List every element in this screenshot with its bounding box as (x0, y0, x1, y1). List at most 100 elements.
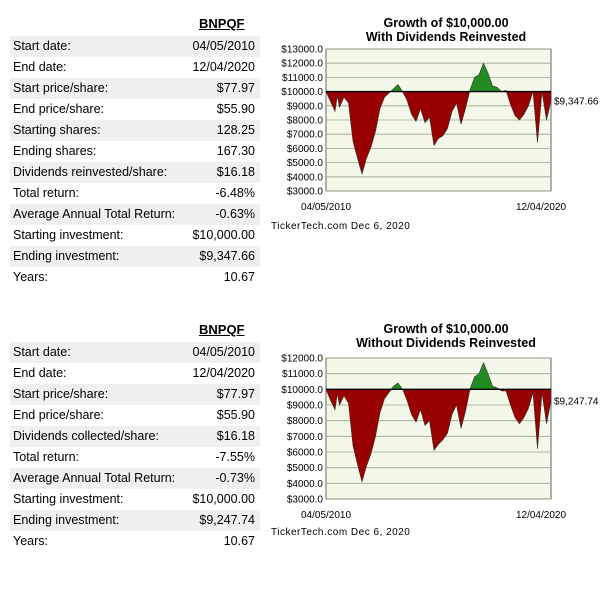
stat-value: $55.90 (216, 102, 255, 116)
panel-with-dividends: BNPQF Start date: 04/05/2010 End date: 12/… (0, 0, 600, 300)
stat-value: 12/04/2020 (192, 366, 255, 380)
y-tick-label: $12000.0 (281, 354, 323, 365)
stat-value: 128.25 (216, 123, 255, 137)
stat-value: -7.55% (215, 450, 255, 464)
chart-title-line2: Without Dividends Reinvested (356, 336, 536, 350)
stat-row: Total return: -6.48% (10, 183, 260, 204)
stat-value: $16.18 (216, 165, 255, 179)
stat-label: Dividends collected/share: (13, 429, 159, 443)
chart-title: Growth of $10,000.00 Without Dividends R… (330, 322, 562, 350)
stat-label: Start price/share: (13, 387, 109, 401)
y-tick-label: $7000.0 (287, 130, 324, 141)
stat-row: Starting investment: $10,000.00 (10, 489, 260, 510)
ticker-symbol[interactable]: BNPQF (199, 16, 245, 31)
stat-value: -0.73% (215, 471, 255, 485)
stat-value: $77.97 (216, 387, 255, 401)
stat-row: Dividends reinvested/share: $16.18 (10, 162, 260, 183)
stat-row: End price/share: $55.90 (10, 405, 260, 426)
y-tick-label: $3000.0 (287, 495, 324, 506)
stat-label: Starting investment: (13, 492, 124, 506)
stat-row: End date: 12/04/2020 (10, 57, 260, 78)
stat-label: Start date: (13, 345, 71, 359)
y-tick-label: $4000.0 (287, 479, 324, 490)
gain-area (469, 62, 507, 92)
x-tick-label: 04/05/2010 (301, 202, 351, 213)
stat-row: Start date: 04/05/2010 (10, 342, 260, 363)
stat-value: $9,247.74 (199, 513, 255, 527)
stat-row: Ending investment: $9,247.74 (10, 510, 260, 531)
stat-value: 04/05/2010 (192, 39, 255, 53)
stat-row: Average Annual Total Return: -0.63% (10, 204, 260, 225)
loss-area (325, 389, 392, 483)
y-tick-label: $6000.0 (287, 448, 324, 459)
stat-row: Average Annual Total Return: -0.73% (10, 468, 260, 489)
stat-value: $10,000.00 (192, 228, 255, 242)
loss-area (402, 91, 471, 147)
stat-value: 04/05/2010 (192, 345, 255, 359)
stat-label: Ending investment: (13, 513, 120, 527)
loss-area (325, 91, 392, 176)
stat-label: Ending investment: (13, 249, 120, 263)
stat-row: Ending shares: 167.30 (10, 141, 260, 162)
end-value-label: $9,347.66 (554, 96, 599, 107)
stat-value: -0.63% (215, 207, 255, 221)
stat-label: Start date: (13, 39, 71, 53)
stat-row: Total return: -7.55% (10, 447, 260, 468)
stat-label: Starting investment: (13, 228, 124, 242)
y-tick-label: $13000.0 (281, 45, 323, 56)
y-tick-label: $11000.0 (282, 73, 323, 84)
stat-row: Ending investment: $9,347.66 (10, 246, 260, 267)
stat-label: End date: (13, 60, 67, 74)
y-tick-label: $7000.0 (287, 432, 324, 443)
y-tick-label: $5000.0 (287, 158, 324, 169)
stat-label: End price/share: (13, 408, 105, 422)
stat-row: Start price/share: $77.97 (10, 384, 260, 405)
y-tick-label: $6000.0 (287, 144, 324, 155)
chart-title-line1: Growth of $10,000.00 (383, 16, 509, 30)
x-tick-label: 12/04/2020 (516, 202, 566, 213)
y-tick-label: $8000.0 (287, 416, 324, 427)
stat-value: $77.97 (216, 81, 255, 95)
stat-label: Starting shares: (13, 123, 101, 137)
y-tick-label: $10000.0 (281, 87, 323, 98)
growth-chart-with-dividends: $13000.0 $12000.0 $11000.0 $10000.0 $9000.0 $… (281, 45, 599, 214)
stat-label: Total return: (13, 186, 80, 200)
stat-value: 10.67 (223, 270, 255, 284)
stat-row: End date: 12/04/2020 (10, 363, 260, 384)
chart-title-line2: With Dividends Reinvested (365, 30, 527, 44)
stat-label: Years: (13, 534, 48, 548)
chart-title: Growth of $10,000.00 With Dividends Rein… (330, 16, 562, 44)
stat-value: -6.48% (215, 186, 255, 200)
loss-area (505, 91, 534, 121)
stat-row: Start price/share: $77.97 (10, 78, 260, 99)
stat-row: Starting investment: $10,000.00 (10, 225, 260, 246)
growth-chart-without-dividends: $12000.0 $11000.0 $10000.0 $9000.0 $8000.0 $7… (281, 354, 599, 522)
stat-value: $16.18 (216, 429, 255, 443)
y-tick-label: $10000.0 (281, 385, 323, 396)
stat-value: $10,000.00 (192, 492, 255, 506)
y-tick-label: $9000.0 (287, 401, 324, 412)
stat-value: 10.67 (223, 534, 255, 548)
x-tick-label: 04/05/2010 (301, 510, 351, 521)
stat-label: End price/share: (13, 102, 105, 116)
stat-value: 12/04/2020 (192, 60, 255, 74)
x-tick-label: 12/04/2020 (516, 510, 566, 521)
y-tick-label: $11000.0 (282, 369, 323, 380)
source-footer: TickerTech.com Dec 6, 2020 (271, 527, 411, 538)
stat-row: Dividends collected/share: $16.18 (10, 426, 260, 447)
y-tick-label: $3000.0 (287, 187, 324, 198)
chart-title-line1: Growth of $10,000.00 (383, 322, 509, 336)
stat-value: $9,347.66 (199, 249, 255, 263)
source-footer: TickerTech.com Dec 6, 2020 (271, 221, 411, 232)
loss-area (402, 389, 471, 452)
panel-without-dividends: BNPQF Start date: 04/05/2010 End date: 12/… (0, 306, 600, 606)
ticker-symbol[interactable]: BNPQF (199, 322, 245, 337)
stat-label: End date: (13, 366, 67, 380)
y-tick-label: $8000.0 (287, 116, 324, 127)
y-tick-label: $4000.0 (287, 172, 324, 183)
stat-row: Start date: 04/05/2010 (10, 36, 260, 57)
stats-table: Start date: 04/05/2010 End date: 12/04/202… (10, 36, 260, 288)
stat-label: Average Annual Total Return: (13, 207, 176, 221)
stat-row: Years: 10.67 (10, 267, 260, 288)
stat-label: Years: (13, 270, 48, 284)
